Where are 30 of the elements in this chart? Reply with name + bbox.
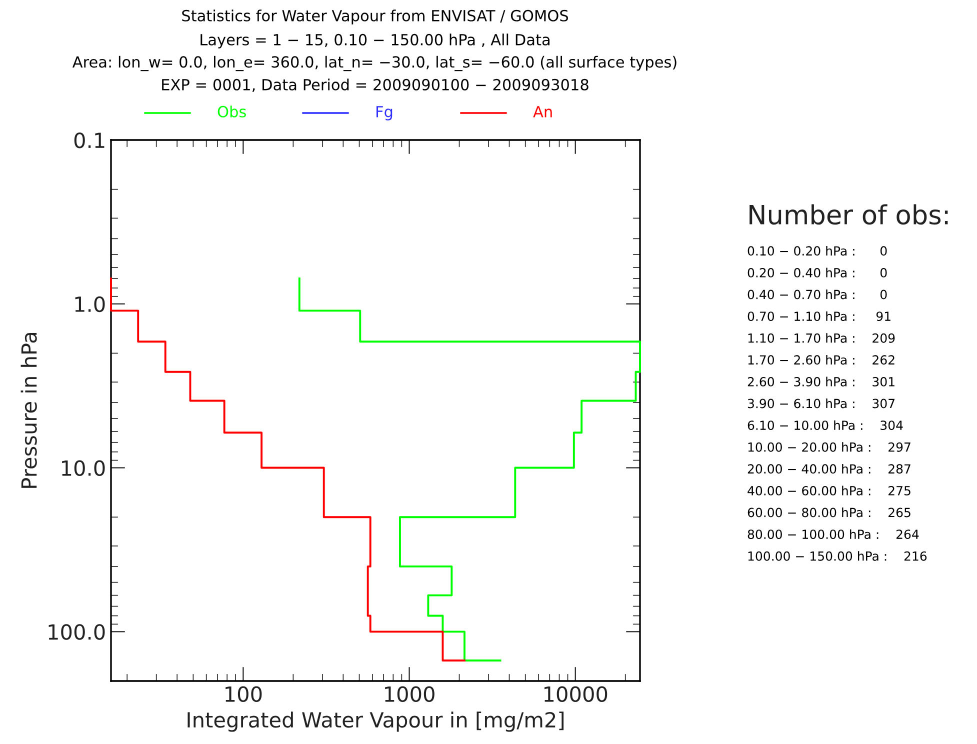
chart-subtitle: Layers = 1 − 15, 0.10 − 150.00 hPa , All Data Area: lon_w= 0.0, lon_e= 360.0, lat_n= −30.0, lat_s= −60.0 (all surface types) EXP = 0001, Data Period = 2009090100 − 2009093018 [72,34,676,92]
x-tick-label: 10000 [544,686,608,702]
y-axis-title: Pressure in hPa [20,333,37,488]
y-tick-label: 100.0 [48,624,105,640]
text: 0.20 − 0.40 hPa : 0 [748,268,887,278]
chart-title: Statistics for Water Vapour from ENVISAT / GOMOS [182,10,568,24]
text: 40.00 − 60.00 hPa : 275 [748,486,910,496]
text: 10.00 − 20.00 hPa : 297 [748,442,910,452]
text: 20.00 − 40.00 hPa : 287 [748,464,910,474]
text: 0.40 − 0.70 hPa : 0 [748,290,887,300]
text: 2.60 − 3.90 hPa : 301 [748,376,894,386]
legend-label: Fg [376,106,392,120]
y-tick-label: 10.0 [62,460,105,476]
x-tick-label: 1000 [385,686,434,702]
text: 6.10 − 10.00 hPa : 304 [748,420,903,430]
text: 1.70 − 2.60 hPa : 262 [748,354,894,365]
text: 80.00 − 100.00 hPa : 264 [748,529,919,540]
x-tick-label: 100 [226,686,262,702]
text: 3.90 − 6.10 hPa : 307 [748,398,894,408]
x-axis-title: Integrated Water Vapour in [mg/m2] [188,712,564,732]
y-tick-label: 0.1 [74,132,104,148]
text: 100.00 − 150.00 hPa : 216 [748,551,927,561]
y-tick-label: 1.0 [75,296,105,312]
text: 1.10 − 1.70 hPa : 209 [748,333,895,343]
text: 0.70 − 1.10 hPa : 91 [748,311,890,322]
text: 60.00 − 80.00 hPa : 265 [748,508,910,518]
legend-label: Obs [218,106,246,118]
text: Number of obs: [750,204,948,225]
legend-label: An [533,106,552,118]
text: 0.10 − 0.20 hPa : 0 [748,246,887,256]
